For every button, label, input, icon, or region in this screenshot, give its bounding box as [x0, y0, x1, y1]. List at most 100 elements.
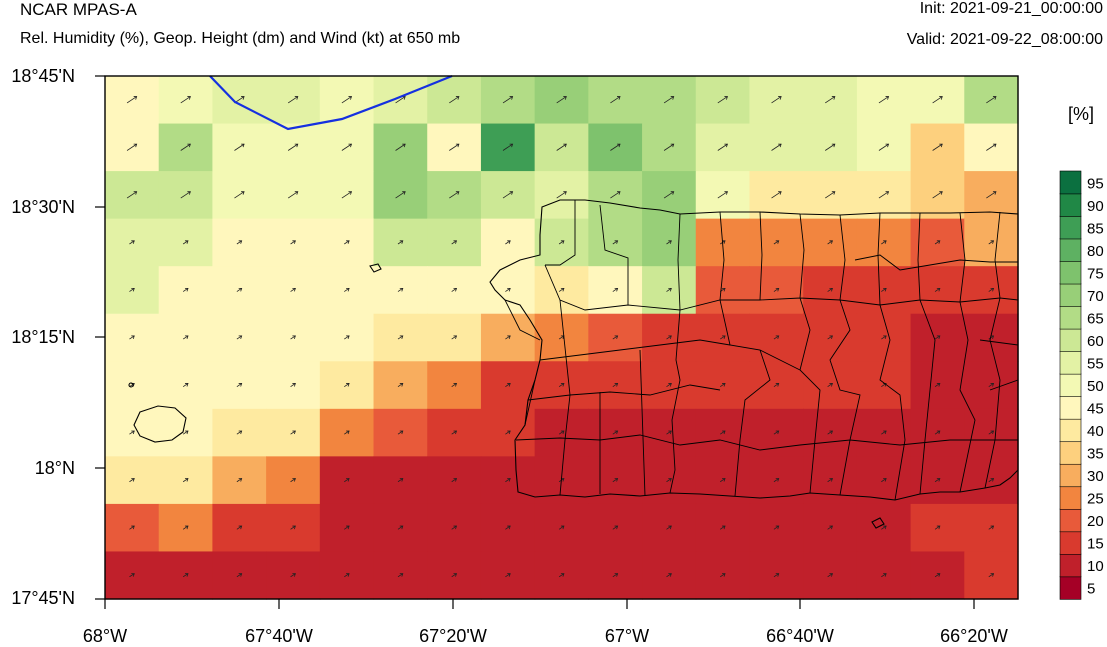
field-cell [480, 456, 536, 505]
wind-arrow [451, 573, 458, 578]
wind-arrow [663, 96, 675, 104]
field-cell [964, 551, 1019, 600]
wind-arrow [129, 573, 135, 578]
wind-arrow [180, 96, 191, 104]
wind-arrow [825, 191, 836, 199]
wind-arrow [878, 143, 890, 151]
wind-arrow [717, 191, 728, 199]
field-cell [480, 551, 536, 600]
field-cell [803, 361, 858, 410]
wind-arrow [502, 96, 514, 104]
field-cell [642, 266, 697, 315]
field-cell [427, 76, 482, 125]
wind-arrow [773, 430, 780, 435]
colorbar-level-label: 60 [1087, 333, 1104, 350]
wind-arrow [236, 478, 243, 483]
field-cell [427, 313, 482, 362]
field-cell [856, 503, 912, 553]
field-cell [480, 123, 536, 172]
lat-label-18-15: 18°15'N [11, 327, 75, 347]
field-cell [749, 408, 804, 457]
field-cell [105, 218, 160, 267]
colorbar-swatch [1059, 193, 1082, 217]
wind-arrow [395, 143, 406, 151]
field-cell [964, 76, 1019, 125]
field-cell [319, 218, 375, 267]
field-cell [749, 76, 804, 125]
colorbar-swatch [1059, 328, 1082, 352]
wind-arrow [719, 573, 726, 578]
field-cell [212, 171, 267, 220]
field-cell [534, 76, 589, 125]
field-cell [856, 218, 912, 267]
wind-arrow [182, 525, 189, 530]
valid-time: Valid: 2021-09-22_08:00:00 [906, 31, 1103, 48]
field-cell [266, 361, 321, 410]
wind-arrow [666, 287, 672, 292]
field-cell [427, 408, 482, 457]
colorbar-level-label: 35 [1087, 446, 1104, 463]
field-cell [588, 456, 643, 505]
wind-arrow [397, 383, 404, 387]
field-cell [803, 503, 858, 553]
field-cell [319, 266, 375, 315]
wind-arrow [290, 430, 296, 435]
wind-arrow [663, 143, 675, 151]
field-cell [588, 266, 643, 315]
colorbar-unit-label: [%] [1068, 104, 1095, 124]
field-cell [373, 171, 428, 220]
wind-arrow [881, 478, 887, 483]
field-cell [319, 171, 375, 220]
field-cell [158, 456, 214, 505]
wind-arrow [502, 143, 514, 151]
field-cell [910, 503, 965, 553]
lat-label-18-45: 18°45'N [11, 66, 75, 86]
field-cell [373, 408, 428, 457]
wind-arrow [986, 143, 997, 151]
wind-arrow [773, 383, 780, 387]
wind-arrow [397, 430, 404, 435]
wind-arrow [397, 478, 404, 483]
field-cell [695, 123, 751, 172]
colorbar-swatch [1059, 553, 1082, 578]
field-cell [588, 313, 643, 362]
wind-arrow [827, 383, 833, 387]
humidity-field [105, 76, 1019, 600]
field-cell [105, 266, 160, 315]
field-cell [588, 503, 643, 553]
wind-arrow [182, 240, 189, 245]
field-cell [964, 171, 1019, 220]
field-cell [266, 408, 321, 457]
wind-arrow [666, 525, 672, 530]
field-cell [266, 123, 321, 172]
wind-arrow [556, 143, 567, 151]
wind-arrow [558, 573, 565, 578]
field-cell [534, 456, 589, 505]
field-cell [588, 123, 643, 172]
wind-arrow [988, 383, 995, 387]
wind-arrow [666, 335, 672, 340]
field-cell [588, 218, 643, 267]
wind-arrow [827, 573, 833, 578]
wind-arrow [612, 240, 619, 245]
wind-arrow [771, 191, 782, 199]
wind-arrow [341, 191, 353, 199]
colorbar-swatch [1059, 215, 1082, 240]
field-cell [803, 313, 858, 362]
field-cell [588, 551, 643, 600]
wind-arrow [719, 383, 726, 387]
field-cell [910, 456, 965, 505]
field-cell [534, 266, 589, 315]
wind-arrow [451, 525, 458, 530]
lon-label-66-20w: 66°20'W [940, 626, 1008, 646]
field-cell [910, 551, 965, 600]
colorbar-swatch [1059, 531, 1082, 555]
field-cell [642, 171, 697, 220]
wind-arrow [344, 430, 350, 435]
chart-subtitle: Rel. Humidity (%), Geop. Height (dm) and… [20, 30, 461, 47]
field-cell [910, 361, 965, 410]
field-cell [964, 456, 1019, 505]
field-cell [480, 218, 536, 267]
wind-arrow [129, 240, 135, 245]
field-cell [212, 456, 267, 505]
